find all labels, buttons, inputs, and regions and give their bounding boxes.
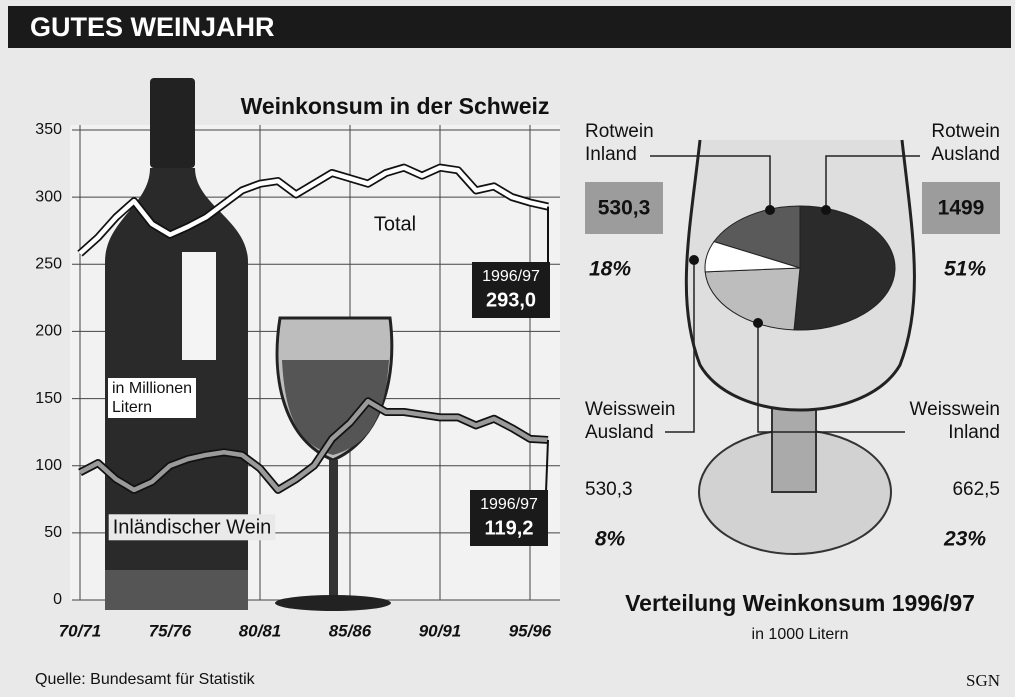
pie-category: Weisswein Inland <box>910 398 1000 444</box>
share-label: 51% <box>944 258 986 281</box>
x-tick-label: 75/76 <box>149 621 192 640</box>
end-label: 1996/97 <box>482 268 540 285</box>
bottle-neck <box>150 78 195 168</box>
share-label: 18% <box>589 258 631 281</box>
y-tick-label: 350 <box>35 121 62 138</box>
pie-subtitle: in 1000 Litern <box>752 626 849 643</box>
infographic: GUTES WEINJAHR 0 50 100 150 200 250 300 350 70/7… <box>0 0 1015 697</box>
pie-category: Weisswein Ausland <box>585 398 675 444</box>
series-label: Total <box>374 213 416 235</box>
value-label: 662,5 <box>952 479 1000 500</box>
unit-label: in Millionen Litern <box>108 378 196 418</box>
leader-dot <box>765 205 775 215</box>
x-tick-label: 70/71 <box>59 621 102 640</box>
leader-dot <box>689 255 699 265</box>
line-title: Weinkonsum in der Schweiz <box>241 93 550 119</box>
y-tick-label: 50 <box>44 524 62 541</box>
y-tick-label: 0 <box>53 591 62 608</box>
bottle-label <box>182 252 216 360</box>
glass-base <box>275 595 391 611</box>
share-label: 23% <box>943 528 986 551</box>
end-label: 1996/97 <box>480 496 538 513</box>
y-tick-label: 200 <box>35 323 62 340</box>
glass-stem <box>329 460 338 600</box>
credit: SGN <box>966 671 1000 690</box>
value-label: 119,2 <box>485 517 534 539</box>
y-tick-label: 250 <box>35 256 62 273</box>
x-tick-label: 80/81 <box>239 621 282 640</box>
share-label: 8% <box>595 528 626 551</box>
header-title: GUTES WEINJAHR <box>30 12 275 42</box>
pie-category: Rotwein Ausland <box>931 120 1000 166</box>
x-tick-label: 90/91 <box>419 621 462 640</box>
x-tick-label: 85/86 <box>329 621 372 640</box>
bottle-bottom <box>105 570 248 610</box>
leader-dot <box>753 318 763 328</box>
x-tick-label: 95/96 <box>509 621 552 640</box>
y-tick-label: 100 <box>35 457 62 474</box>
series-label: Inländischer Wein <box>113 516 272 538</box>
value-label: 293,0 <box>486 289 536 311</box>
y-tick-label: 150 <box>35 390 62 407</box>
source: Quelle: Bundesamt für Statistik <box>35 671 256 688</box>
value-label: 530,3 <box>598 197 651 220</box>
pie-title: Verteilung Weinkonsum 1996/97 <box>625 590 975 616</box>
y-tick-label: 300 <box>35 188 62 205</box>
glass-stem-2 <box>772 400 816 492</box>
value-label: 1499 <box>938 197 985 220</box>
value-label: 530,3 <box>585 479 633 500</box>
pie-category: Rotwein Inland <box>585 120 654 166</box>
chart: GUTES WEINJAHR 0 50 100 150 200 250 300 350 70/7… <box>0 0 1015 697</box>
leader-dot <box>821 205 831 215</box>
